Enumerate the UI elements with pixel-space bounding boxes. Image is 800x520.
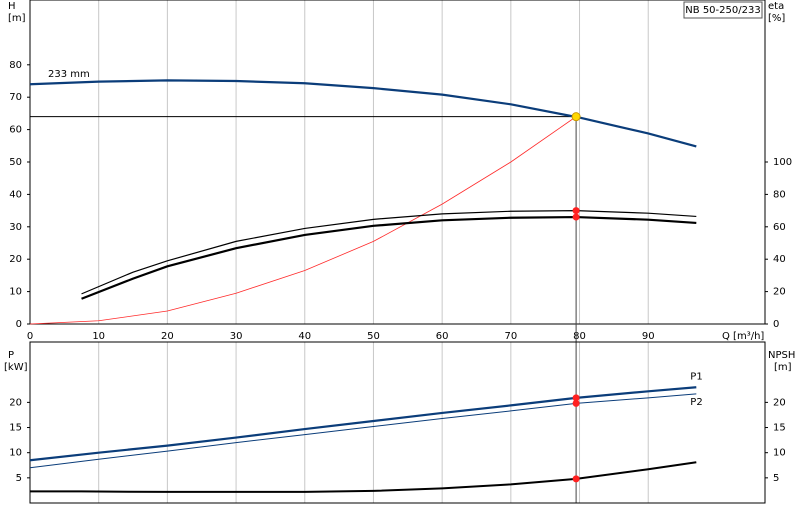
curve (29, 116, 577, 325)
y2-tick-label: 0 (773, 319, 779, 330)
curve (29, 393, 697, 469)
y2-label: NPSH (768, 350, 795, 361)
duty-marker (572, 475, 580, 483)
curve (30, 461, 697, 493)
curve-label: P2 (690, 397, 702, 408)
y-tick-label: 5 (16, 473, 22, 484)
x-tick-label: 10 (92, 331, 105, 342)
y-tick-label: 10 (9, 448, 22, 459)
y-tick-label: 20 (9, 254, 22, 265)
y2-tick-label: 60 (773, 222, 786, 233)
x-tick-label: 80 (573, 331, 586, 342)
y2-tick-label: 20 (773, 397, 786, 408)
y2-tick-label: 15 (773, 423, 786, 434)
curve (29, 386, 697, 462)
y-tick-label: 30 (9, 222, 22, 233)
x-tick-label: 60 (436, 331, 449, 342)
y-tick-label: 20 (9, 397, 22, 408)
x-tick-label: 90 (642, 331, 655, 342)
duty-marker (572, 399, 580, 407)
duty-marker (572, 213, 580, 221)
y-tick-label: 50 (9, 157, 22, 168)
x-tick-label: 30 (230, 331, 243, 342)
curve (29, 79, 697, 148)
y2-tick-label: 10 (773, 448, 786, 459)
curve (81, 209, 697, 295)
plot-frame (29, 341, 766, 504)
y2-tick-label: 5 (773, 473, 779, 484)
y-tick-label: 40 (9, 189, 22, 200)
x-tick-label: 20 (161, 331, 174, 342)
title-box (683, 1, 763, 19)
y-tick-label: 10 (9, 287, 22, 298)
duty-marker (572, 394, 580, 402)
chart-title: NB 50-250/233 (685, 5, 760, 16)
x-tick-label: 40 (298, 331, 311, 342)
y-unit: [m] (8, 13, 26, 24)
x-tick-label: 50 (367, 331, 380, 342)
x-tick-label: 70 (504, 331, 517, 342)
x-label: Q [m³/h] (722, 331, 764, 342)
y-unit: [kW] (4, 362, 28, 373)
y-label: P (8, 350, 14, 361)
y2-tick-label: 100 (773, 157, 792, 168)
y-tick-label: 60 (9, 125, 22, 136)
y2-tick-label: 40 (773, 254, 786, 265)
curve-label: 233 mm (48, 69, 90, 80)
y-tick-label: 70 (9, 92, 22, 103)
y2-unit: [m] (774, 362, 792, 373)
duty-point (571, 112, 581, 122)
curve-label: P1 (690, 371, 702, 382)
y-tick-label: 0 (16, 319, 22, 330)
y2-tick-label: 20 (773, 287, 786, 298)
y-label: H (8, 1, 16, 12)
y2-label: eta (768, 1, 784, 12)
x-tick-label: 0 (27, 331, 33, 342)
y-tick-label: 15 (9, 423, 22, 434)
y2-unit: [%] (768, 13, 785, 24)
y-tick-label: 80 (9, 60, 22, 71)
duty-marker (572, 207, 580, 215)
curve (81, 215, 697, 300)
y2-tick-label: 80 (773, 189, 786, 200)
